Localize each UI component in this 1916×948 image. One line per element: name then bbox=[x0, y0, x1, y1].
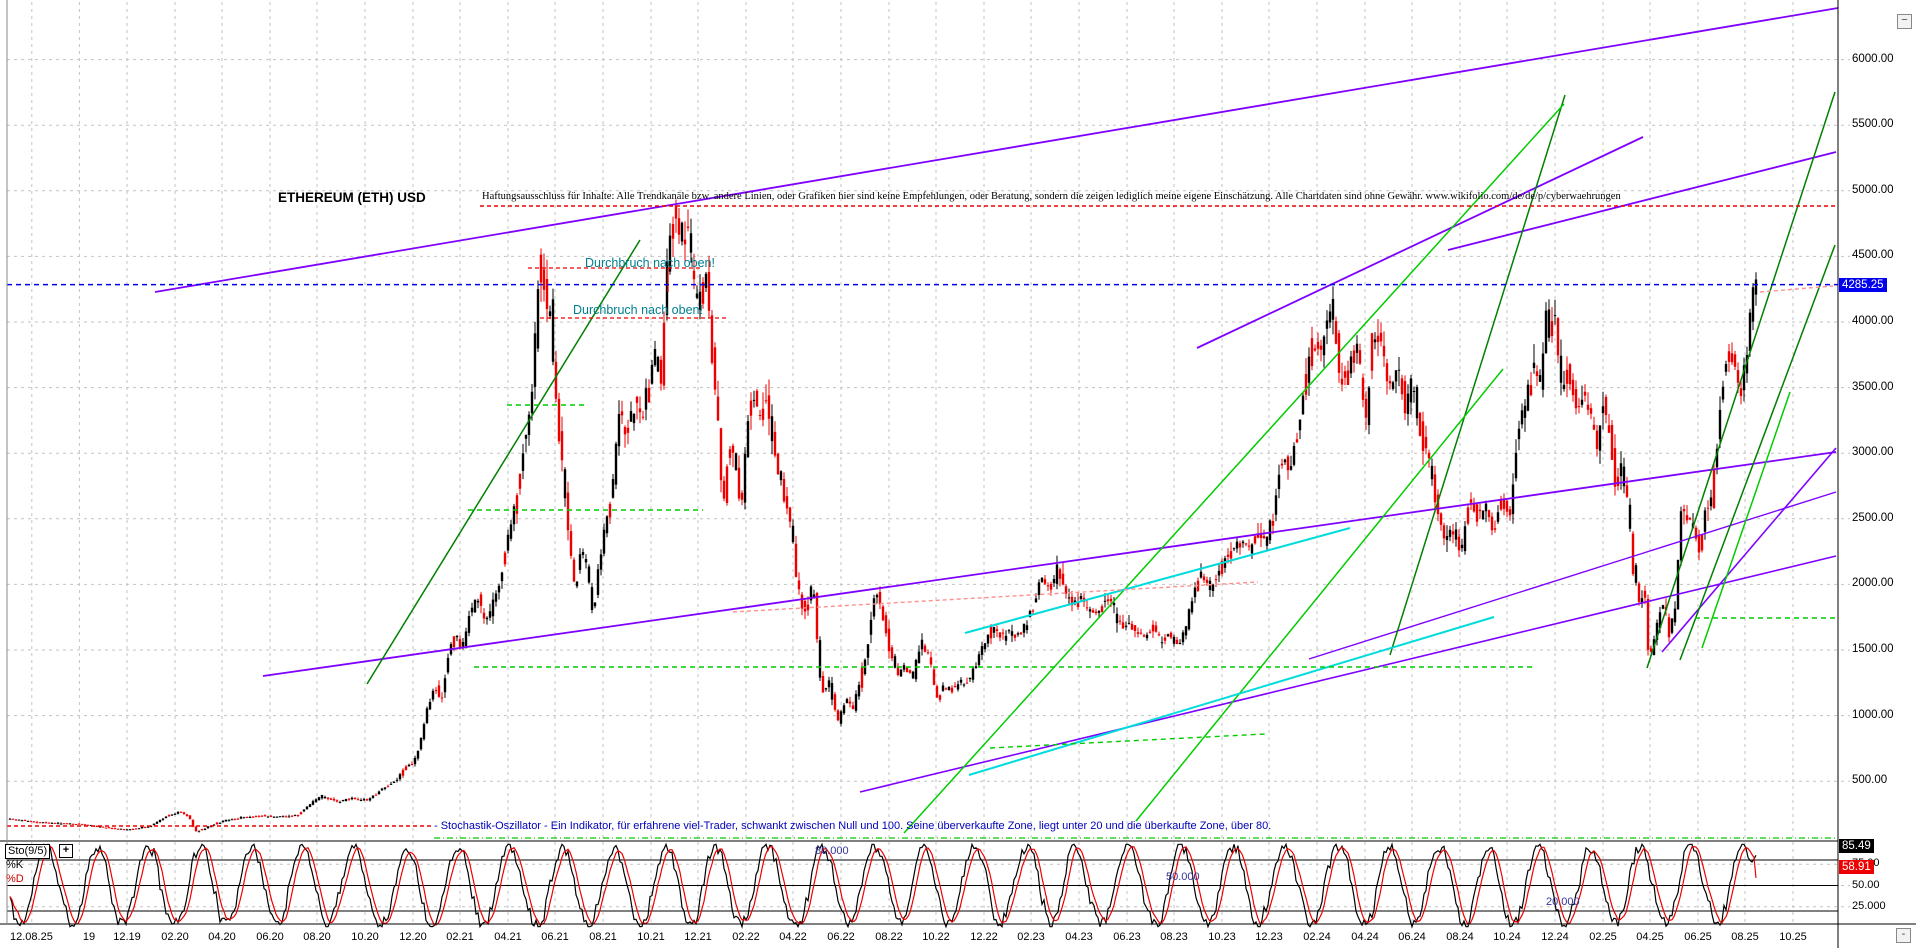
time-axis-label: 10.22 bbox=[922, 931, 950, 943]
trend-line-fan-bright-2025 bbox=[1701, 391, 1791, 649]
price-tick-label: 3500.00 bbox=[1852, 380, 1894, 393]
price-tick-label: 2000.00 bbox=[1852, 577, 1894, 590]
time-axis-label: 04.23 bbox=[1065, 931, 1093, 943]
time-axis-label: 04.25 bbox=[1636, 931, 1664, 943]
time-axis-label: 08.21 bbox=[589, 931, 617, 943]
price-tick-label: 4500.00 bbox=[1852, 249, 1894, 262]
disclaimer-text: Haftungsausschluss für Inhalte: Alle Tre… bbox=[482, 191, 1621, 202]
time-axis-label: 10.23 bbox=[1208, 931, 1236, 943]
price-tick-label: 2500.00 bbox=[1852, 511, 1894, 524]
time-axis-label: 12.21 bbox=[684, 931, 712, 943]
trend-line-fan-green-1 bbox=[1646, 91, 1836, 669]
time-axis-label: 10.21 bbox=[637, 931, 665, 943]
minimize-panel-button[interactable]: − bbox=[1897, 14, 1912, 29]
time-axis-label: 02.23 bbox=[1017, 931, 1045, 943]
current-price-badge: 4285.25 bbox=[1839, 278, 1887, 292]
oscillator-level-label: 50.000 bbox=[1166, 870, 1200, 883]
time-axis-label: 02.20 bbox=[161, 931, 189, 943]
trend-lines bbox=[7, 7, 1839, 839]
trend-line-fan-violet-2025 bbox=[1661, 447, 1837, 653]
time-axis-label: 12.23 bbox=[1255, 931, 1283, 943]
time-axis-label: 12.20 bbox=[399, 931, 427, 943]
time-axis-label: 06.25 bbox=[1684, 931, 1712, 943]
time-axis-label: 08.25 bbox=[1731, 931, 1759, 943]
stochastic-description: - Stochastik-Oszillator - Ein Indikator,… bbox=[434, 820, 1272, 832]
time-axis-label: 10.20 bbox=[351, 931, 379, 943]
time-axis-label: 04.22 bbox=[779, 931, 807, 943]
trend-line-fan-green-2 bbox=[1679, 244, 1836, 661]
time-axis-label: 06.20 bbox=[256, 931, 284, 943]
trend-line-support-long bbox=[262, 451, 1837, 677]
breakout-annotation: Durchbruch nach oben! bbox=[573, 303, 703, 317]
price-tick-label: 1500.00 bbox=[1852, 643, 1894, 655]
oscillator-level-label: 20.000 bbox=[1546, 896, 1580, 908]
oscillator-level-label: 80.000 bbox=[815, 845, 849, 857]
price-tick-label: 3000.00 bbox=[1852, 446, 1894, 459]
trend-line-upper-channel-long bbox=[154, 7, 1839, 293]
trend-line-mid-channel-steep bbox=[1196, 136, 1644, 349]
trend-line-right-channel bbox=[1447, 151, 1837, 251]
trend-line-support-mid bbox=[859, 555, 1837, 793]
k-line-label: %K bbox=[6, 859, 24, 871]
time-axis-label: 10.24 bbox=[1493, 931, 1521, 943]
time-axis-label: 04.24 bbox=[1351, 931, 1379, 943]
time-axis-label: 06.24 bbox=[1398, 931, 1426, 943]
time-axis-label: 02.21 bbox=[446, 931, 474, 943]
indicator-label[interactable]: Sto(9/5) bbox=[5, 844, 51, 859]
collapse-axis-button[interactable]: - bbox=[1896, 928, 1911, 943]
d-line-label: %D bbox=[6, 873, 24, 885]
trend-line-green-dash-bottom bbox=[989, 733, 1266, 749]
trend-line-cyan-lower bbox=[968, 616, 1495, 776]
trend-line-steep-2024 bbox=[1389, 94, 1566, 656]
time-axis-label: 12.08.25 bbox=[10, 931, 53, 943]
add-indicator-button[interactable]: + bbox=[59, 844, 73, 858]
candles-down-bodies bbox=[11, 205, 1743, 832]
price-tick-label: 5000.00 bbox=[1852, 183, 1894, 196]
chart-title: ETHEREUM (ETH) USD bbox=[278, 190, 426, 205]
stochastic-k-badge: 85.49 bbox=[1839, 839, 1874, 853]
trend-line-salmon-mid bbox=[732, 581, 1259, 613]
time-axis-label: 02.25 bbox=[1589, 931, 1617, 943]
price-tick-label: 5500.00 bbox=[1852, 118, 1894, 131]
time-axis-label: 04.21 bbox=[494, 931, 522, 943]
time-axis-label: 12.19 bbox=[113, 931, 141, 943]
candles-up-bodies bbox=[8, 222, 1758, 833]
candles-up-wicks bbox=[9, 218, 1757, 832]
time-axis-label: 10.25 bbox=[1779, 931, 1807, 943]
time-axis-label: 19 bbox=[82, 931, 96, 943]
trend-line-rally-2020-21 bbox=[366, 239, 641, 685]
stochastic-d-badge: 58.91 bbox=[1839, 860, 1874, 874]
time-axis-label: 06.21 bbox=[541, 931, 569, 943]
time-axis-label: 06.23 bbox=[1113, 931, 1141, 943]
price-tick-label: 4000.00 bbox=[1852, 315, 1894, 327]
time-axis-label: 12.24 bbox=[1541, 931, 1569, 943]
time-axis-label: 08.23 bbox=[1160, 931, 1188, 943]
time-axis-label: 12.22 bbox=[970, 931, 998, 943]
time-axis-label: 02.22 bbox=[732, 931, 760, 943]
price-tick-label: 6000.00 bbox=[1852, 52, 1894, 65]
breakout-annotation: Durchbruch nach oben! bbox=[585, 256, 715, 270]
time-axis-label: 02.24 bbox=[1303, 931, 1331, 943]
trend-line-cyan-upper bbox=[964, 527, 1351, 634]
stochastic-panel bbox=[7, 842, 1838, 929]
time-axis-label: 08.20 bbox=[303, 931, 331, 943]
time-axis-label: 08.24 bbox=[1446, 931, 1474, 943]
trend-line-bull-2023-24 bbox=[903, 103, 1565, 834]
price-tick-label: 500.00 bbox=[1852, 774, 1888, 787]
gridlines bbox=[7, 2, 1850, 924]
price-tick-label: 1000.00 bbox=[1852, 708, 1894, 721]
time-axis-label: 04.20 bbox=[208, 931, 236, 943]
time-axis-label: 08.22 bbox=[875, 931, 903, 943]
oscillator-tick-label: 50.00 bbox=[1852, 878, 1880, 891]
time-axis-label: 06.22 bbox=[827, 931, 855, 943]
trend-line-bull-2023-24-par bbox=[1135, 368, 1504, 822]
trend-line-salmon-right bbox=[1759, 285, 1834, 293]
oscillator-tick-label: 25.000 bbox=[1852, 899, 1886, 912]
